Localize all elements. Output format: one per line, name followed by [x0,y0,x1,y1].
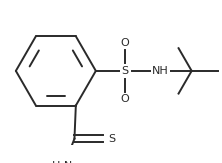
Text: O: O [120,38,129,48]
Text: S: S [121,66,128,76]
Text: O: O [120,94,129,104]
Text: H₂N: H₂N [52,161,73,163]
Text: S: S [108,134,115,144]
Text: NH: NH [152,66,169,76]
